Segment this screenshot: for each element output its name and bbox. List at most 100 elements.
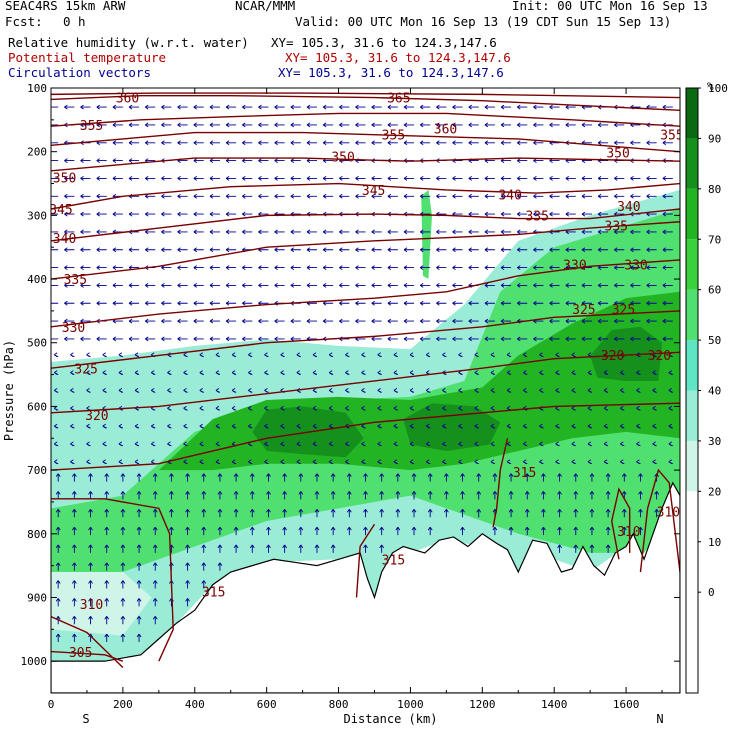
wind-vector [516, 300, 528, 306]
colorbar-bin-30 [686, 440, 698, 492]
wind-vector [290, 265, 301, 270]
wind-vector [274, 176, 285, 181]
y-tick-label: 1000 [21, 655, 48, 668]
wind-vector [306, 193, 317, 199]
wind-vector [476, 508, 482, 518]
wind-vector [201, 580, 207, 589]
wind-vector [484, 104, 495, 110]
wind-vector [403, 318, 415, 324]
wind-vector [280, 370, 285, 375]
theta-label-335: 335 [64, 273, 87, 288]
wind-vector [64, 265, 75, 270]
wind-vector [524, 508, 530, 518]
wind-vector [167, 423, 172, 429]
wind-vector [225, 122, 237, 128]
wind-vector [233, 526, 239, 536]
theta-label-315: 315 [382, 553, 405, 568]
wind-vector [209, 140, 220, 146]
wind-vector [506, 388, 512, 393]
wind-vector [264, 388, 269, 393]
wind-vector [144, 140, 156, 146]
wind-vector [436, 300, 447, 306]
wind-vector [53, 441, 59, 447]
wind-vector [102, 441, 107, 447]
wind-vector [403, 104, 415, 110]
wind-vector [508, 526, 514, 536]
wind-vector [630, 247, 641, 253]
y-axis-label: Pressure (hPa) [2, 340, 16, 441]
wind-vector [136, 580, 142, 589]
wind-vector [403, 122, 415, 128]
wind-vector [96, 283, 107, 288]
wind-vector [209, 318, 220, 324]
wind-vector [387, 104, 398, 110]
wind-vector [638, 491, 643, 500]
theta-contour-19 [51, 650, 124, 662]
wind-vector [581, 122, 592, 128]
wind-vector [120, 580, 126, 589]
wind-vector [587, 423, 593, 429]
wind-vector [409, 441, 415, 447]
wind-vector [500, 193, 512, 199]
wind-vector [296, 459, 302, 465]
wind-vector [425, 459, 431, 465]
theta-contour-12 [51, 402, 680, 471]
wind-vector [484, 211, 495, 217]
wind-vector [51, 229, 59, 235]
wind-vector [274, 247, 285, 253]
wind-vector [88, 508, 93, 518]
wind-vector [120, 562, 126, 571]
wind-vector [296, 370, 302, 375]
wind-vector [484, 318, 495, 324]
wind-vector [274, 158, 285, 163]
wind-vector [306, 140, 317, 146]
wind-vector [403, 193, 415, 199]
wind-vector [312, 370, 318, 375]
wind-vector [51, 211, 59, 217]
wind-vector [436, 265, 447, 270]
wind-vector [96, 193, 107, 199]
wind-vector [571, 459, 576, 465]
wind-vector [118, 423, 124, 429]
wind-vector [199, 388, 204, 393]
wind-vector [581, 193, 592, 199]
wind-vector [322, 247, 334, 253]
wind-vector [614, 300, 625, 306]
plot-frame [50, 87, 681, 694]
theta-label-310: 310 [657, 506, 680, 521]
wind-vector [379, 473, 385, 482]
wind-vector [51, 265, 59, 270]
wind-vector [363, 473, 368, 482]
wind-vector [638, 473, 643, 482]
wind-vector [630, 176, 641, 181]
wind-vector [86, 352, 91, 358]
wind-vector [177, 176, 188, 181]
wind-vector [460, 526, 465, 536]
colorbar-tick-label: 70 [708, 233, 721, 246]
wind-vector [71, 633, 77, 643]
wind-vector [290, 318, 301, 324]
colorbar-tick-label: 20 [708, 485, 721, 498]
wind-vector [242, 283, 253, 288]
wind-vector [144, 176, 156, 181]
wind-vector [266, 508, 271, 518]
wind-vector [112, 247, 123, 253]
wind-vector [104, 491, 110, 500]
wind-vector [345, 370, 350, 375]
wind-vector [306, 176, 317, 181]
wind-vector [630, 336, 641, 342]
wind-vector [621, 473, 627, 482]
wind-vector [86, 370, 91, 375]
theta-label-315: 315 [202, 585, 225, 600]
wind-vector [258, 336, 269, 342]
theta-contour-9 [51, 259, 680, 328]
wind-vector [306, 318, 317, 324]
wind-vector [427, 526, 433, 536]
wind-vector [506, 370, 512, 375]
wind-vector [86, 423, 91, 429]
wind-vector [662, 176, 673, 181]
wind-vector [516, 247, 528, 253]
wind-vector [662, 318, 673, 324]
wind-vector [614, 193, 625, 199]
wind-vector [177, 247, 188, 253]
